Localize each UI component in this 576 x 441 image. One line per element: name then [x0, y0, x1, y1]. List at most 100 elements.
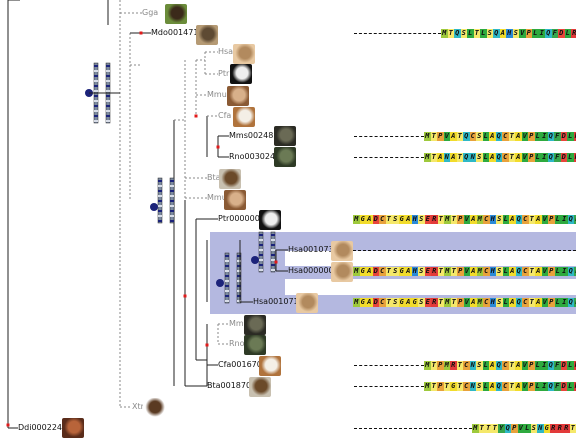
duplication-node[interactable]	[183, 294, 187, 298]
residue: G	[543, 424, 550, 433]
residue: T	[450, 267, 457, 276]
residue: A	[489, 382, 496, 391]
residue: T	[385, 215, 392, 224]
residue: A	[366, 267, 373, 276]
residue: F	[554, 361, 561, 370]
residue: D	[560, 361, 567, 370]
amoeba-icon	[62, 418, 84, 438]
speciation-node[interactable]	[216, 279, 224, 287]
residue: S	[418, 298, 425, 307]
duplication-node[interactable]	[6, 423, 10, 427]
residue: M	[424, 132, 431, 141]
gene-label-hsa730[interactable]: Hsa0010730	[288, 245, 339, 254]
gene-label-hsa711[interactable]: Hsa0010711	[253, 297, 304, 306]
gene-label-mdo[interactable]: Mdo0014718	[151, 28, 204, 37]
sequence-row-ptr: MGADCTSGAHSERTMTPVAMCHSLAQCTAVPLIQFDLRRR…	[353, 215, 576, 224]
residue: M	[443, 361, 450, 370]
residue: T	[437, 215, 444, 224]
gene-label-hsa001[interactable]: Hsa0000001	[288, 266, 339, 275]
gene-label-rno_low[interactable]: Rno	[229, 339, 245, 348]
residue: P	[457, 267, 464, 276]
residue: M	[353, 298, 360, 307]
human-icon	[233, 44, 255, 64]
residue: T	[569, 424, 576, 433]
alignment-gap	[354, 386, 424, 387]
residue: A	[509, 298, 516, 307]
gene-label-bta[interactable]: Bta0018700	[207, 381, 257, 390]
duplication-node[interactable]	[216, 145, 220, 149]
residue: R	[573, 382, 576, 391]
gene-label-bta_top[interactable]: Bta	[207, 173, 221, 182]
residue: Y	[498, 424, 505, 433]
residue: Q	[463, 132, 470, 141]
residue: P	[528, 382, 535, 391]
chimp-icon	[230, 64, 252, 84]
residue: Q	[493, 29, 500, 38]
duplication-node[interactable]	[205, 343, 209, 347]
gene-label-ptr_top[interactable]: Ptr	[218, 69, 230, 78]
gene-label-ddi[interactable]: Ddi0002240	[18, 423, 68, 432]
gene-label-ptr[interactable]: Ptr0000001	[218, 214, 265, 223]
alignment-gap	[354, 365, 424, 366]
gene-label-hsa_top[interactable]: Hsa	[218, 47, 234, 56]
residue: L	[467, 29, 474, 38]
gene-label-cfa_top[interactable]: Cfa	[218, 111, 232, 120]
residue: S	[476, 361, 483, 370]
speciation-node[interactable]	[150, 203, 158, 211]
residue: Q	[495, 382, 502, 391]
residue: V	[521, 153, 528, 162]
duplication-node[interactable]	[139, 31, 143, 35]
alignment-gap	[353, 250, 576, 251]
residue: M	[476, 267, 483, 276]
residue: V	[463, 215, 470, 224]
gene-label-mms_low[interactable]: Mms	[229, 319, 248, 328]
residue: D	[372, 298, 379, 307]
residue: H	[411, 215, 418, 224]
residue: L	[524, 424, 531, 433]
residue: H	[489, 215, 496, 224]
residue: T	[385, 267, 392, 276]
residue: L	[567, 361, 574, 370]
opossum-icon	[196, 25, 218, 45]
residue: R	[431, 298, 438, 307]
residue: P	[437, 361, 444, 370]
residue: H	[411, 267, 418, 276]
residue: L	[564, 29, 571, 38]
macaque-icon	[224, 190, 246, 210]
residue: Q	[515, 267, 522, 276]
gene-label-mmu_mid[interactable]: Mmu	[207, 193, 227, 202]
residue: G	[398, 215, 405, 224]
gene-label-rno[interactable]: Rno0030248	[229, 152, 281, 161]
duplication-node[interactable]	[274, 260, 278, 264]
residue: S	[476, 132, 483, 141]
gene-label-mms[interactable]: Mms0024821	[229, 131, 284, 140]
gene-label-mmu_top[interactable]: Mmu	[207, 90, 227, 99]
residue: A	[489, 132, 496, 141]
gene-label-cfa[interactable]: Cfa0016700	[218, 360, 267, 369]
sequence-row-mms: MTPVATQCSLAQCTAVPLIQFDLRRRRA	[424, 132, 576, 141]
residue: L	[534, 382, 541, 391]
residue: F	[551, 29, 558, 38]
duplication-node[interactable]	[194, 114, 198, 118]
gene-label-xtr[interactable]: Xtr	[132, 402, 144, 411]
rat-icon	[244, 335, 266, 355]
residue: G	[359, 267, 366, 276]
cow-icon	[249, 377, 271, 397]
residue: Q	[567, 267, 574, 276]
residue: I	[538, 29, 545, 38]
alignment-gap	[354, 33, 441, 34]
residue: Q	[463, 153, 470, 162]
residue: S	[392, 267, 399, 276]
residue: H	[506, 29, 513, 38]
residue: V	[541, 267, 548, 276]
residue: C	[379, 298, 386, 307]
residue: V	[521, 382, 528, 391]
residue: D	[372, 215, 379, 224]
alignment-gap	[354, 428, 472, 429]
residue: H	[489, 298, 496, 307]
speciation-node[interactable]	[251, 256, 259, 264]
residue: V	[443, 132, 450, 141]
residue: Q	[515, 215, 522, 224]
gene-label-gga[interactable]: Gga	[142, 8, 159, 17]
residue: R	[573, 361, 576, 370]
